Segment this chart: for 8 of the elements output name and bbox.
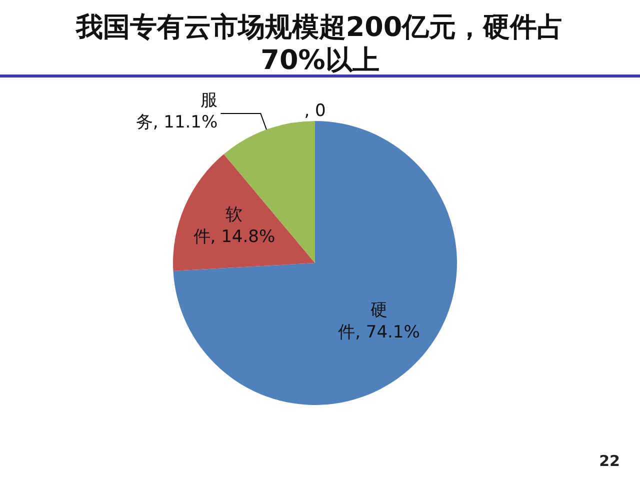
text: , 0 xyxy=(304,100,326,121)
pie-slice xyxy=(224,121,315,263)
pie-slice xyxy=(173,154,315,272)
slice-label: 服务, 11.1% xyxy=(136,90,218,133)
slice-label: 软件, 14.8% xyxy=(193,205,276,248)
text: 22 xyxy=(599,452,620,470)
slice-label: 硬件, 74.1% xyxy=(338,300,420,342)
chart-title: 我国专有云市场规模超200亿元，硬件占70%以上 xyxy=(74,12,564,76)
